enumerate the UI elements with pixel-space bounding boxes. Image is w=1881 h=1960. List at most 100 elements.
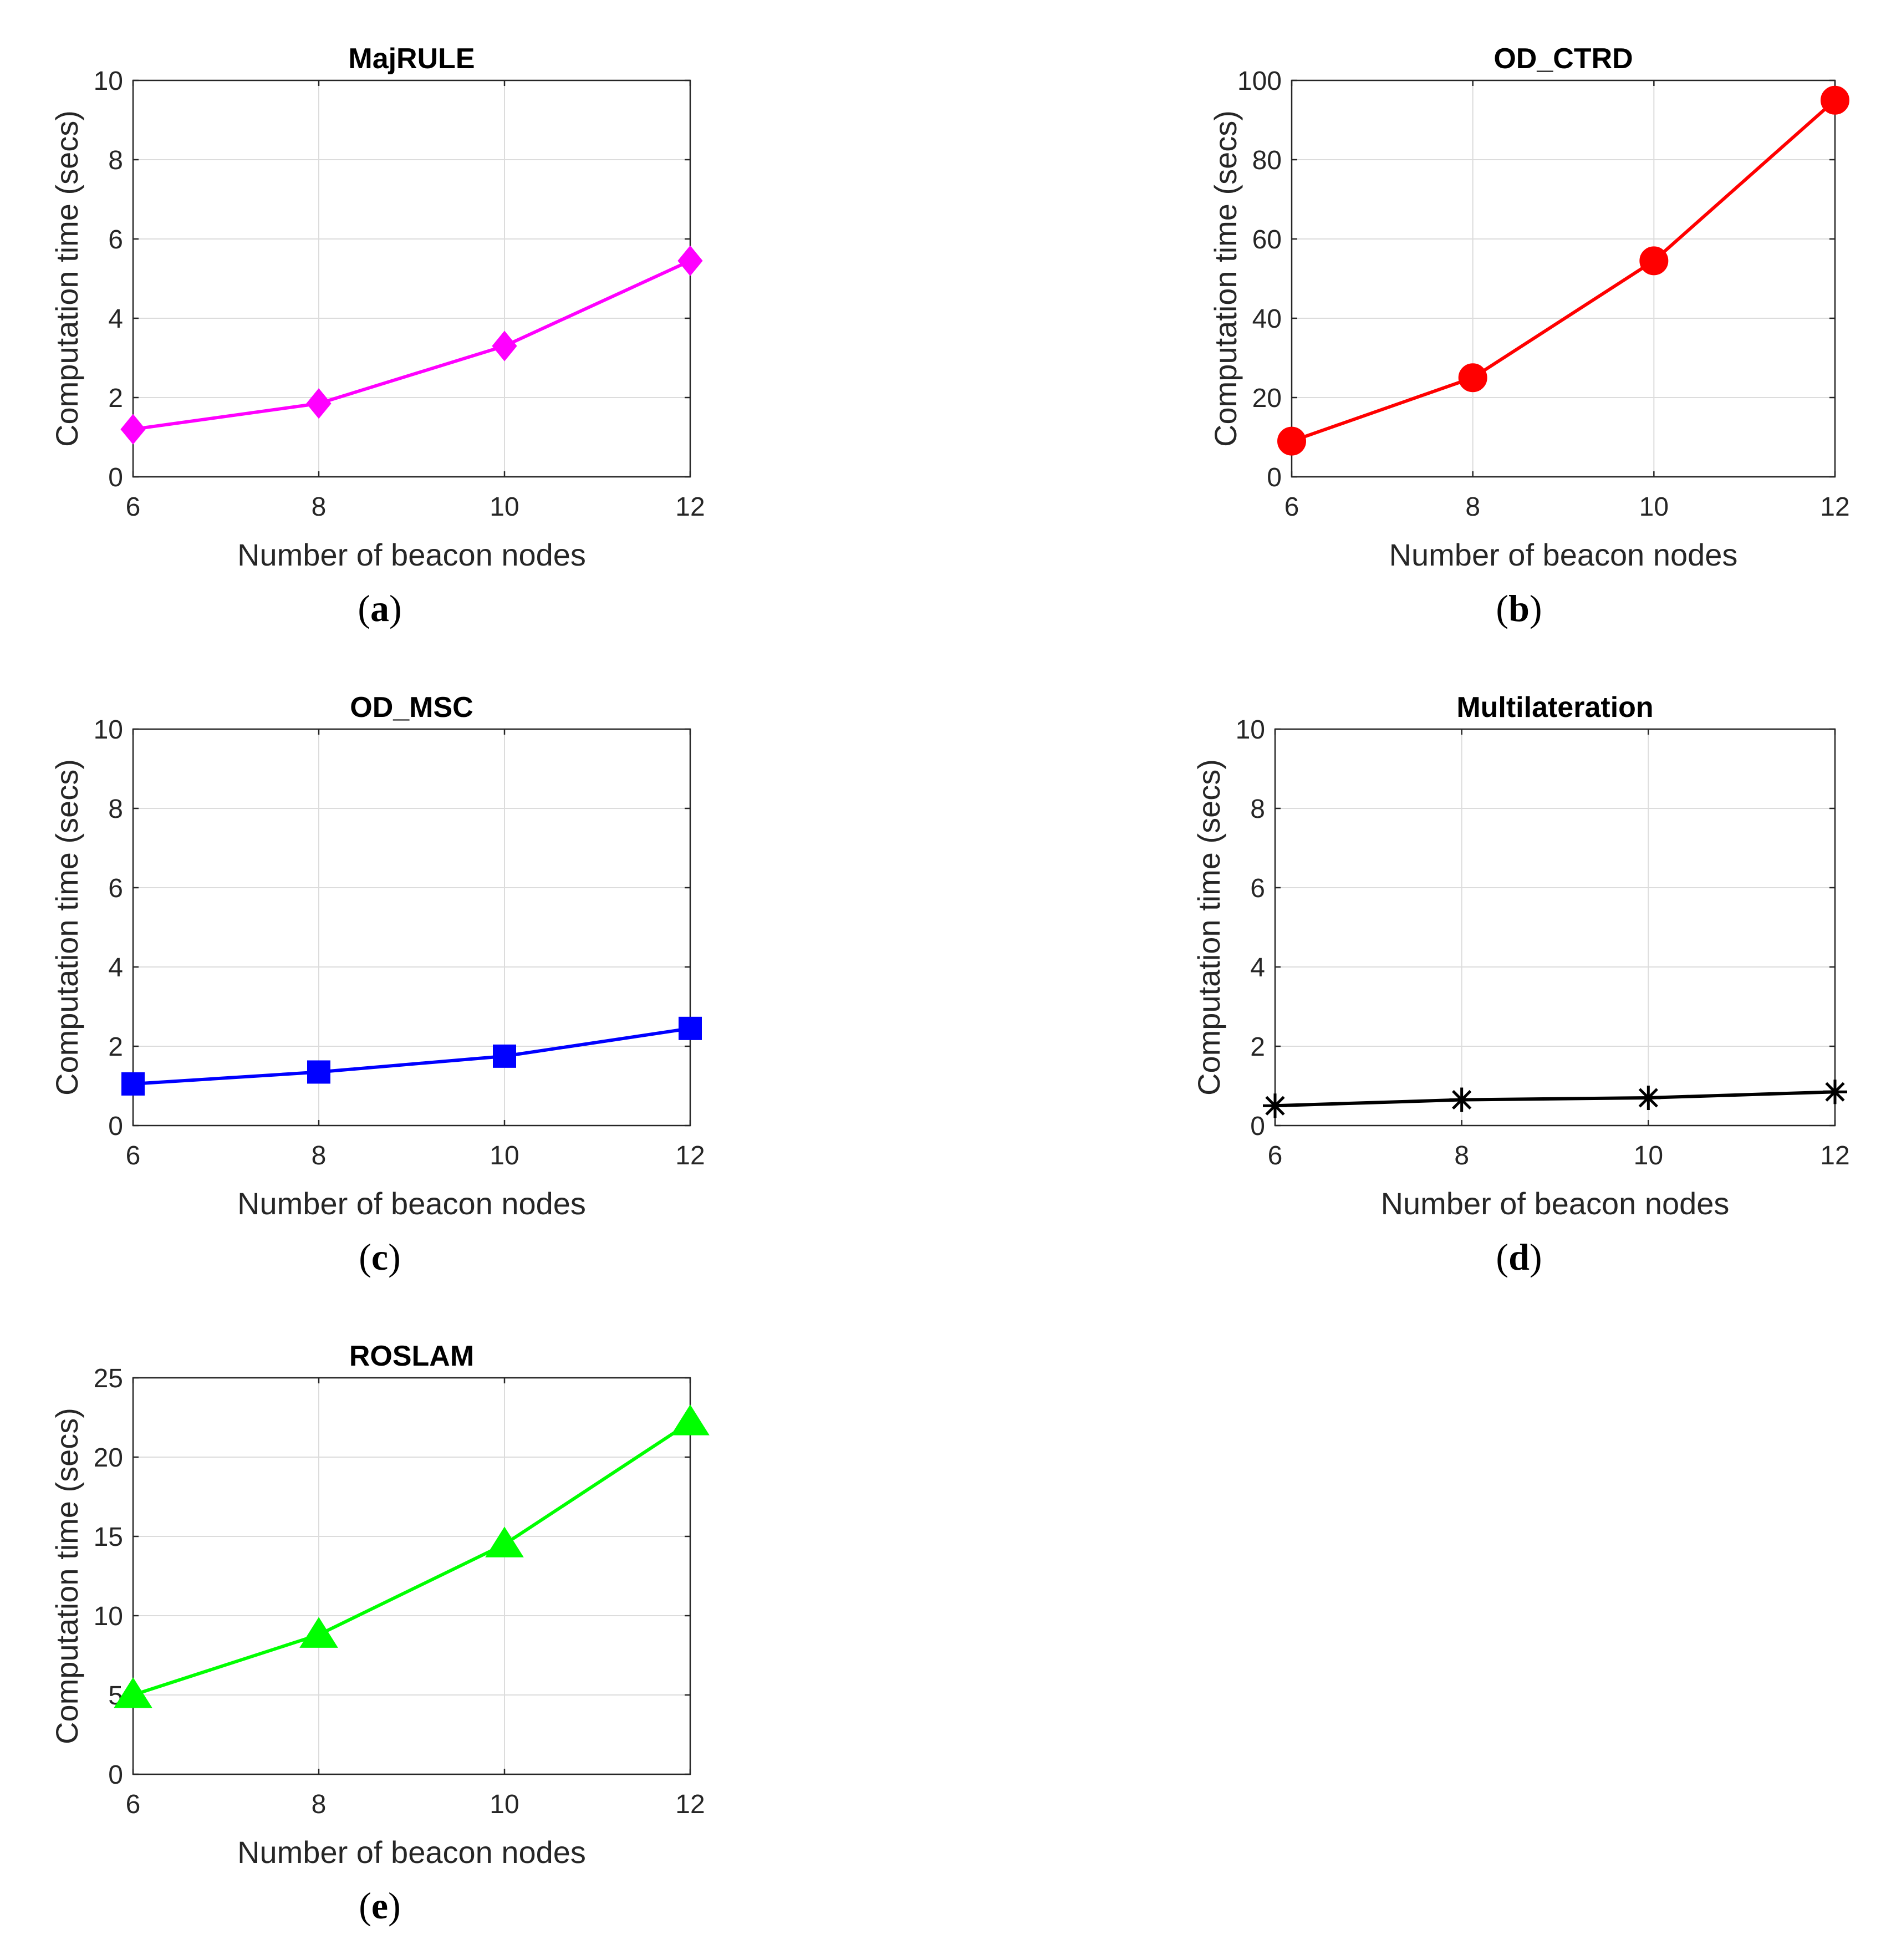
panel-caption: (e) (359, 1885, 401, 1927)
chart-panel-d: 6 8 10 12 0 2 4 6 8 10 Multilateration Number of be… (1191, 691, 1850, 1278)
data-point-c-6 (121, 1072, 145, 1096)
caption-close-paren: ) (388, 1236, 401, 1278)
y-tick-label: 40 (1252, 304, 1282, 334)
caption-open-paren: ( (1496, 587, 1508, 629)
x-axis-label: Number of beacon nodes (237, 1186, 586, 1221)
x-axis-label: Number of beacon nodes (1389, 537, 1738, 572)
y-tick-label: 60 (1252, 225, 1282, 254)
caption-letter: c (371, 1236, 388, 1278)
data-point-a-6 (120, 414, 146, 445)
y-tick-label: 15 (94, 1523, 123, 1552)
y-tick-label: 100 (1237, 67, 1282, 96)
y-tick-label: 2 (108, 1032, 123, 1062)
series-line-d (1275, 1090, 1836, 1108)
plot-area (133, 1378, 690, 1774)
x-tick-label: 8 (1454, 1141, 1469, 1170)
data-point-c-8 (307, 1060, 330, 1084)
x-tick-label: 6 (126, 492, 141, 522)
y-axis-label: Computation time (secs) (1191, 759, 1226, 1096)
caption-open-paren: ( (359, 1885, 371, 1927)
data-point-b-8 (1458, 363, 1487, 393)
x-tick-label: 12 (675, 1790, 705, 1819)
x-tick-label: 12 (675, 492, 705, 522)
data-point-b-6 (1277, 426, 1306, 456)
series-line-e (132, 1421, 691, 1697)
y-tick-label: 0 (108, 1112, 123, 1141)
x-tick-label: 10 (490, 1790, 519, 1819)
y-tick-label: 20 (94, 1443, 123, 1473)
y-tick-label: 4 (1250, 953, 1265, 982)
y-tick-label: 10 (94, 1602, 123, 1631)
x-tick-label: 8 (312, 1141, 327, 1170)
x-tick-label: 6 (126, 1141, 141, 1170)
axes-box (132, 1377, 691, 1775)
y-tick-label: 8 (108, 795, 123, 824)
y-tick-label: 8 (108, 146, 123, 175)
y-tick-label: 2 (108, 384, 123, 413)
caption-letter: e (371, 1885, 388, 1927)
caption-letter: b (1508, 587, 1530, 629)
data-point-d-12 (1823, 1080, 1847, 1104)
caption-close-paren: ) (1530, 1236, 1542, 1278)
y-tick-label: 10 (94, 67, 123, 96)
y-axis-label: Computation time (secs) (49, 110, 84, 447)
data-point-a-8 (306, 388, 332, 419)
y-axis-label: Computation time (secs) (49, 1408, 84, 1744)
x-tick-label: 10 (490, 492, 519, 522)
chart-title: MajRULE (348, 43, 475, 75)
chart-panel-c: 6 8 10 12 0 2 4 6 8 10 OD_MSC Number of beacon node… (49, 691, 705, 1278)
axes-box (1274, 728, 1836, 1127)
chart-panel-b: 6 8 10 12 0 20 40 60 80 100 OD_CTRD Number of beaco… (1208, 43, 1850, 629)
caption-close-paren: ) (388, 1885, 401, 1927)
data-point-e-6 (114, 1677, 152, 1708)
y-tick-label: 0 (1267, 463, 1282, 492)
data-point-a-12 (677, 245, 703, 276)
chart-title: Multilateration (1456, 691, 1653, 724)
x-tick-label: 10 (1634, 1141, 1663, 1170)
data-point-d-8 (1449, 1087, 1474, 1112)
y-tick-label: 4 (108, 953, 123, 982)
plot-area (133, 729, 690, 1126)
y-axis-label: Computation time (secs) (1208, 110, 1243, 447)
panel-caption: (a) (358, 587, 401, 629)
data-point-e-12 (671, 1404, 710, 1435)
data-point-d-10 (1636, 1085, 1661, 1110)
data-point-e-10 (485, 1526, 524, 1557)
series-line-b (1291, 99, 1836, 443)
panel-caption: (d) (1496, 1236, 1542, 1278)
x-tick-label: 6 (1268, 1141, 1283, 1170)
x-tick-label: 10 (490, 1141, 519, 1170)
y-tick-label: 0 (108, 463, 123, 492)
x-tick-label: 8 (312, 492, 327, 522)
chart-title: OD_CTRD (1493, 43, 1633, 75)
x-axis-label: Number of beacon nodes (237, 537, 586, 572)
x-axis-label: Number of beacon nodes (237, 1835, 586, 1870)
y-tick-label: 2 (1250, 1032, 1265, 1062)
chart-title: OD_MSC (350, 691, 473, 724)
panel-caption: (c) (359, 1236, 401, 1278)
caption-open-paren: ( (1496, 1236, 1508, 1278)
caption-open-paren: ( (359, 1236, 371, 1278)
y-tick-label: 25 (94, 1364, 123, 1393)
y-tick-label: 4 (108, 304, 123, 334)
data-point-b-12 (1821, 85, 1849, 115)
plot-area (1275, 729, 1835, 1126)
caption-close-paren: ) (1530, 587, 1542, 629)
axes-box (1291, 79, 1836, 478)
y-tick-label: 10 (1236, 715, 1265, 745)
data-point-e-8 (299, 1617, 338, 1648)
plot-area (133, 80, 690, 477)
y-tick-label: 80 (1252, 146, 1282, 175)
x-tick-label: 6 (1284, 492, 1299, 522)
y-tick-label: 6 (108, 874, 123, 903)
y-axis-label: Computation time (secs) (49, 759, 84, 1096)
x-tick-label: 12 (1820, 492, 1849, 522)
data-point-b-10 (1639, 246, 1669, 276)
data-point-c-12 (679, 1016, 702, 1040)
x-tick-label: 8 (312, 1790, 327, 1819)
series-line-a (132, 259, 691, 431)
data-point-a-10 (492, 330, 517, 362)
series-line-c (132, 1026, 691, 1086)
x-tick-label: 6 (126, 1790, 141, 1819)
